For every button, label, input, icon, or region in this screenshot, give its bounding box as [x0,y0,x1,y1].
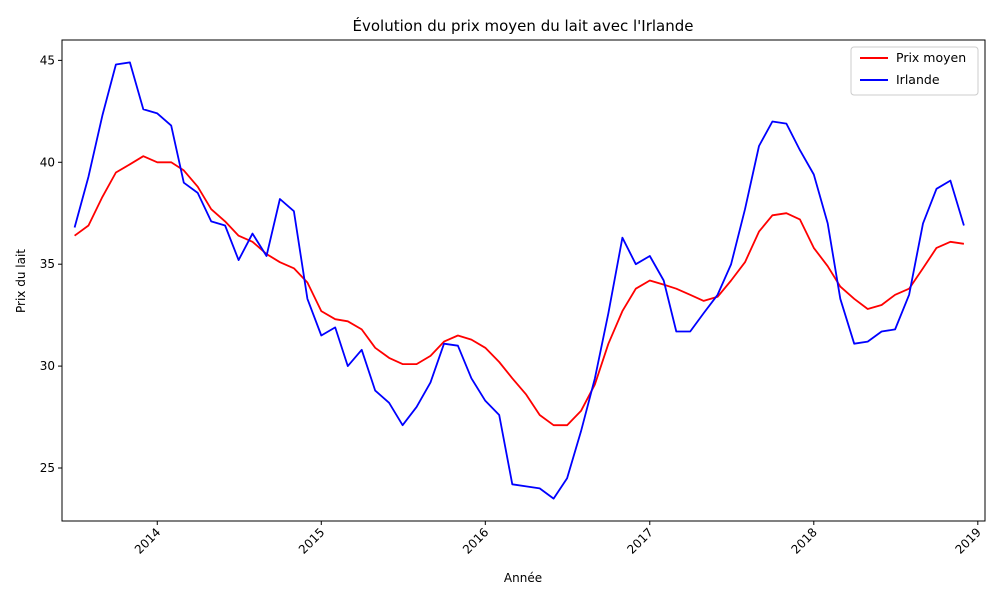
y-tick-label: 35 [40,257,55,271]
chart-title: Évolution du prix moyen du lait avec l'I… [353,16,694,35]
y-tick-label: 30 [40,359,55,373]
y-axis-label: Prix du lait [14,249,28,313]
y-tick-label: 25 [40,461,55,475]
legend: Prix moyen Irlande [850,46,979,96]
y-tick-label: 40 [40,155,55,169]
plot-area [61,39,986,522]
y-axis: 25 30 35 40 45 [40,53,62,475]
x-axis-label: Année [504,571,542,585]
legend-label-irlande: Irlande [896,72,940,87]
axes-frame [61,39,986,522]
y-tick-label: 45 [40,53,55,67]
series-line-irlande [73,61,965,500]
series-line-prix-moyen [74,155,965,427]
series-group [73,61,965,500]
legend-label-prix-moyen: Prix moyen [896,50,966,65]
